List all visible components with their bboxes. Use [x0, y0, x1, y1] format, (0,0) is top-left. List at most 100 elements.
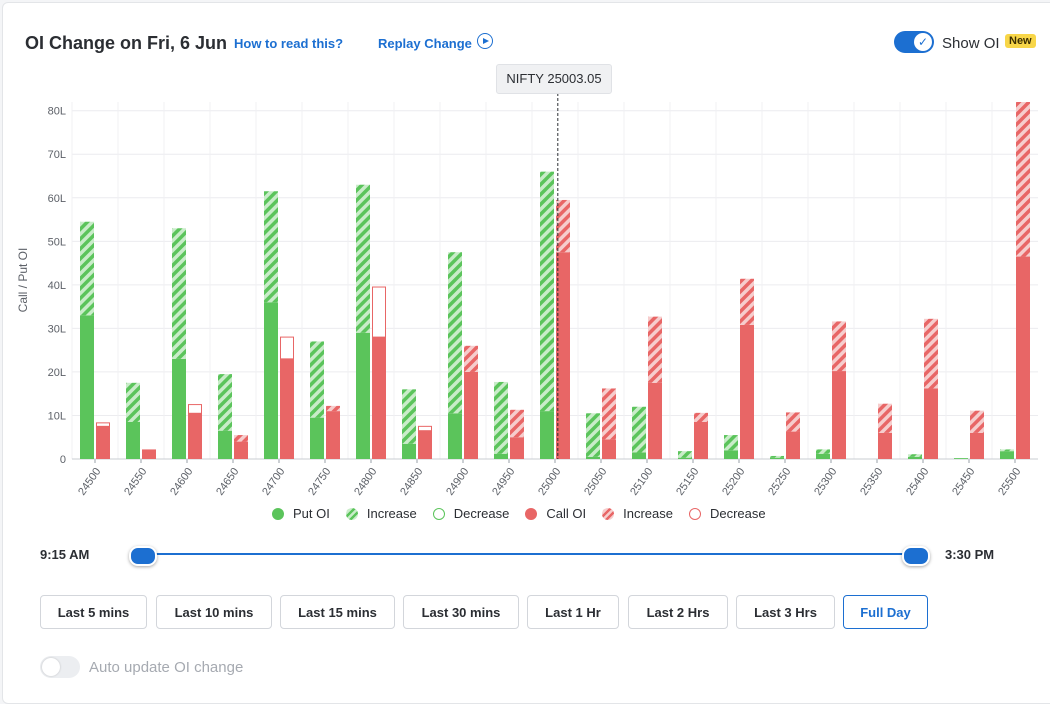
- call-oi-swatch-icon: [525, 507, 538, 520]
- range-start-time: 9:15 AM: [40, 547, 90, 562]
- replay-change-link[interactable]: Replay Change: [378, 36, 472, 51]
- put-increase-bar: [264, 191, 278, 303]
- range-start-handle[interactable]: [129, 546, 157, 566]
- last-10-mins-button[interactable]: Last 10 mins: [156, 595, 272, 629]
- call-increase-bar: [970, 410, 984, 433]
- legend-put-increase[interactable]: Increase: [345, 506, 417, 521]
- put-increase-bar: [632, 406, 646, 453]
- show-oi-toggle[interactable]: ✓: [894, 31, 934, 53]
- y-tick-label: 40L: [48, 280, 66, 292]
- put-increase-bar: [494, 381, 508, 454]
- put-decrease-swatch-icon: [432, 507, 445, 520]
- legend-label: Put OI: [293, 506, 330, 521]
- call-oi-bar: [648, 382, 662, 459]
- call-oi-bar: [924, 388, 938, 459]
- x-tick-label: 25200: [720, 466, 747, 498]
- put-increase-bar: [1000, 449, 1014, 452]
- range-end-time: 3:30 PM: [945, 547, 995, 562]
- last-15-mins-button[interactable]: Last 15 mins: [280, 595, 395, 629]
- put-oi-bar: [218, 430, 232, 459]
- call-oi-bar: [280, 358, 294, 459]
- put-oi-bar: [494, 453, 508, 459]
- put-oi-bar: [816, 453, 830, 459]
- put-oi-bar: [402, 443, 416, 459]
- put-oi-bar: [724, 450, 738, 459]
- put-increase-swatch-icon: [345, 507, 358, 520]
- call-oi-bar: [96, 426, 110, 459]
- put-oi-bar: [908, 456, 922, 459]
- show-oi-label: Show OI: [942, 35, 1000, 52]
- x-tick-label: 24900: [444, 466, 471, 498]
- x-tick-label: 24600: [168, 466, 195, 498]
- x-tick-label: 25400: [904, 466, 931, 498]
- legend-call-oi[interactable]: Call OI: [525, 506, 586, 521]
- put-oi-bar: [540, 411, 554, 459]
- call-increase-bar: [1016, 102, 1030, 257]
- call-decrease-swatch-icon: [688, 507, 701, 520]
- call-oi-bar: [786, 431, 800, 459]
- put-increase-bar: [586, 413, 600, 457]
- x-tick-label: 25000: [536, 466, 563, 498]
- x-tick-label: 25300: [812, 466, 839, 498]
- time-range-track[interactable]: [140, 553, 916, 555]
- legend-put-decrease[interactable]: Decrease: [432, 506, 510, 521]
- put-increase-bar: [540, 171, 554, 412]
- y-tick-label: 10L: [48, 410, 66, 422]
- call-decrease-bar: [418, 425, 432, 432]
- put-increase-bar: [356, 184, 370, 333]
- call-increase-bar: [556, 199, 570, 253]
- put-oi-bar: [126, 421, 140, 459]
- y-tick-label: 60L: [48, 193, 66, 205]
- call-decrease-bar: [96, 422, 110, 427]
- spot-price-tooltip: NIFTY 25003.05: [496, 64, 612, 94]
- page-title: OI Change on Fri, 6 Jun: [25, 33, 228, 53]
- call-decrease-bar: [188, 404, 202, 414]
- put-oi-bar: [954, 458, 968, 459]
- call-increase-swatch-icon: [602, 507, 615, 520]
- last-30-mins-button[interactable]: Last 30 mins: [403, 595, 519, 629]
- put-increase-bar: [816, 449, 830, 454]
- y-tick-label: 0: [60, 454, 66, 466]
- x-tick-label: 25100: [628, 466, 655, 498]
- how-to-read-link[interactable]: How to read this?: [234, 36, 344, 51]
- new-badge: New: [1005, 34, 1036, 48]
- call-oi-bar: [556, 252, 570, 459]
- x-tick-label: 24500: [76, 466, 103, 498]
- put-oi-bar: [356, 332, 370, 459]
- last-2-hrs-button[interactable]: Last 2 Hrs: [628, 595, 728, 629]
- legend-call-increase[interactable]: Increase: [602, 506, 673, 521]
- call-decrease-bar: [372, 286, 386, 338]
- last-5-mins-button[interactable]: Last 5 mins: [40, 595, 147, 629]
- auto-update-label: Auto update OI change: [89, 659, 244, 676]
- call-oi-bar: [464, 371, 478, 459]
- put-oi-bar: [770, 457, 784, 459]
- call-oi-bar: [234, 441, 248, 459]
- legend-call-decrease[interactable]: Decrease: [688, 506, 766, 521]
- play-circle-icon[interactable]: [477, 33, 493, 49]
- range-end-handle[interactable]: [902, 546, 930, 566]
- put-oi-bar: [632, 452, 646, 459]
- put-oi-bar: [80, 315, 94, 459]
- legend-label: Call OI: [546, 506, 587, 521]
- full-day-button[interactable]: Full Day: [843, 595, 928, 629]
- last-3-hrs-button[interactable]: Last 3 Hrs: [736, 595, 835, 629]
- legend-put-oi[interactable]: Put OI: [272, 506, 330, 521]
- put-oi-bar: [1000, 451, 1014, 459]
- put-increase-bar: [770, 455, 784, 458]
- x-tick-label: 24750: [306, 466, 333, 498]
- put-oi-bar: [264, 302, 278, 459]
- legend-label: Decrease: [453, 506, 510, 521]
- last-1-hr-button[interactable]: Last 1 Hr: [527, 595, 619, 629]
- y-tick-label: 30L: [48, 323, 66, 335]
- call-increase-bar: [878, 403, 892, 433]
- put-increase-bar: [724, 435, 738, 451]
- call-oi-bar: [372, 337, 386, 459]
- put-oi-bar: [678, 457, 692, 459]
- call-oi-bar: [740, 324, 754, 459]
- y-tick-label: 50L: [48, 236, 66, 248]
- auto-update-toggle[interactable]: [40, 656, 80, 678]
- call-decrease-bar: [280, 336, 294, 360]
- x-tick-label: 24550: [122, 466, 149, 498]
- put-increase-bar: [126, 382, 140, 422]
